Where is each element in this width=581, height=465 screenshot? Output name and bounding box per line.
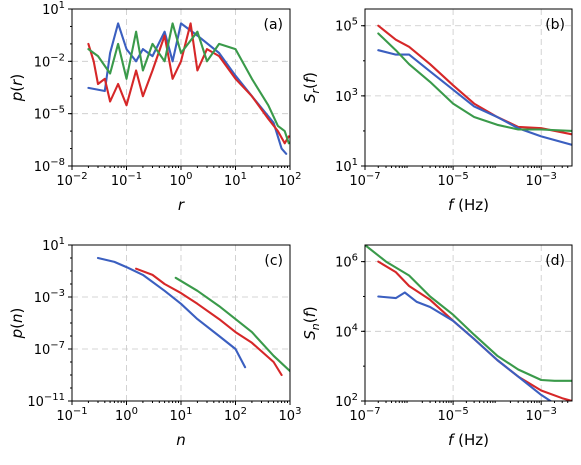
y-tick-label: 105 — [335, 17, 358, 35]
x-axis-label: r — [178, 196, 185, 214]
y-tick-label: 104 — [335, 322, 358, 340]
x-axis-label: f (Hz) — [448, 196, 489, 214]
series-line-green — [365, 245, 572, 382]
plot-frame — [364, 244, 573, 402]
series-line-red — [135, 267, 283, 377]
series-line-green — [377, 32, 572, 132]
x-tick-label: 101 — [224, 171, 247, 189]
x-tick-label: 10−7 — [349, 171, 380, 189]
x-tick-label: 101 — [170, 406, 193, 424]
y-tick-label: 103 — [335, 87, 358, 105]
y-axis-label: p(r) — [8, 74, 26, 102]
series-line-red — [377, 24, 572, 136]
x-tick-label: 100 — [170, 171, 193, 189]
series-line-blue — [377, 291, 553, 401]
x-axis-label: f (Hz) — [448, 431, 489, 449]
series-line-green — [87, 22, 290, 145]
x-tick-label: 100 — [115, 406, 138, 424]
x-tick-label: 10−1 — [111, 171, 142, 189]
panel-1: 10−2 10−1 100 101 102 10−8 10−5 10−2 101 (a) r p(r) — [8, 0, 301, 214]
panel-2: 10−7 10−5 10−3 101 103 105 (b) f (Hz) Sr(f) — [301, 8, 573, 214]
y-tick-label: 101 — [335, 157, 358, 175]
y-tick-label: 101 — [42, 236, 65, 254]
x-tick-label: 10−5 — [437, 406, 468, 424]
panel-4: 10−7 10−5 10−3 102 104 106 (d) f (Hz) Sn(f) — [301, 244, 573, 449]
panel-3: 10−1 100 101 102 103 10−11 10−7 10−3 101 (c) n p(n) — [8, 236, 301, 449]
y-axis-label: p(n) — [8, 308, 26, 340]
panel-label: (a) — [263, 17, 283, 33]
x-tick-label: 10−1 — [56, 406, 87, 424]
x-tick-label: 10−3 — [526, 406, 557, 424]
x-tick-label: 102 — [224, 406, 247, 424]
y-tick-label: 106 — [335, 253, 358, 271]
x-tick-label: 10−5 — [437, 171, 468, 189]
y-tick-label: 10−7 — [34, 340, 65, 358]
series-line-red — [87, 22, 290, 145]
series-line-blue — [96, 256, 247, 369]
series-line-green — [174, 276, 290, 373]
x-tick-label: 10−7 — [349, 406, 380, 424]
y-tick-label: 10−2 — [34, 52, 65, 70]
panel-label: (d) — [545, 253, 565, 269]
y-tick-label: 10−5 — [34, 105, 65, 123]
y-tick-label: 10−8 — [34, 157, 65, 175]
x-axis-label: n — [176, 431, 186, 449]
series-line-blue — [377, 49, 572, 146]
x-tick-label: 103 — [279, 406, 302, 424]
y-tick-label: 101 — [42, 0, 65, 18]
x-tick-label: 10−2 — [56, 171, 87, 189]
plot-frame — [364, 8, 573, 167]
y-tick-label: 10−11 — [27, 392, 65, 410]
y-tick-label: 102 — [335, 392, 358, 410]
y-axis-label: Sn(f) — [301, 306, 322, 340]
panel-label: (c) — [264, 253, 283, 269]
panel-label: (b) — [545, 17, 565, 33]
x-tick-label: 102 — [279, 171, 302, 189]
x-tick-label: 10−3 — [526, 171, 557, 189]
y-tick-label: 10−3 — [34, 288, 65, 306]
y-axis-label: Sr(f) — [301, 72, 322, 103]
